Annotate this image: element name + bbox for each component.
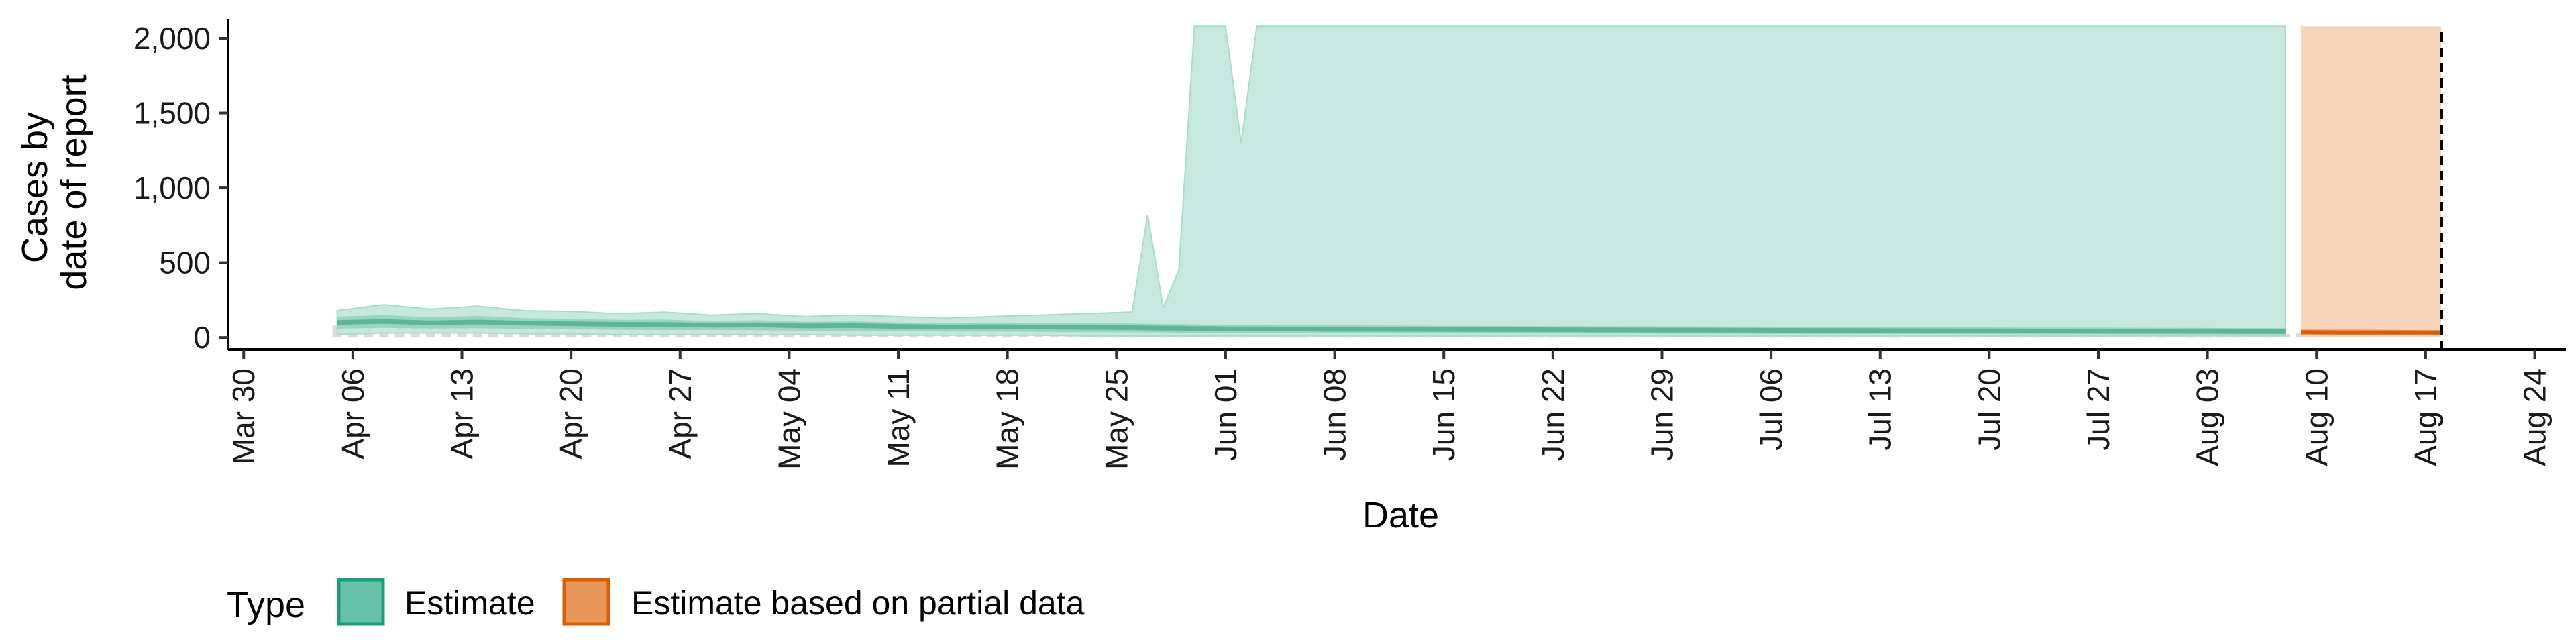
estimate-outer-band — [336, 25, 2286, 337]
x-tick-label: Apr 20 — [553, 368, 588, 460]
x-tick-label: Jun 29 — [1645, 368, 1680, 461]
x-tick-label: Jul 06 — [1754, 368, 1788, 451]
x-tick-label: May 25 — [1099, 368, 1134, 470]
x-tick-label: May 18 — [990, 368, 1025, 470]
partial-outer-band — [2301, 26, 2442, 337]
y-tick-label: 0 — [193, 320, 211, 355]
plot-area — [332, 25, 2443, 350]
y-axis-title-line-2: date of report — [54, 74, 94, 290]
y-axis-title-line-1: Cases by — [15, 112, 55, 263]
legend-label-partial: Estimate based on partial data — [631, 584, 1085, 622]
y-tick-label: 1,000 — [133, 170, 211, 205]
legend-title: Type — [227, 585, 305, 625]
legend: Type Estimate Estimate based on partial … — [227, 578, 1085, 626]
x-tick-label: Jul 20 — [1972, 368, 2006, 451]
x-tick-label: Jun 08 — [1318, 368, 1352, 461]
estimate-median-line — [337, 319, 2286, 334]
legend-key-partial — [562, 578, 610, 626]
partial-median-line — [2300, 330, 2442, 335]
x-tick-label: May 11 — [881, 368, 916, 467]
y-axis-title: Cases by date of report — [15, 74, 94, 290]
x-tick-label: Apr 13 — [445, 368, 480, 460]
x-tick-label: Jul 13 — [1863, 368, 1898, 451]
x-tick-label: Aug 17 — [2408, 368, 2443, 466]
y-tick-label: 2,000 — [133, 21, 211, 56]
x-tick-label: Aug 10 — [2299, 368, 2334, 466]
y-tick-label: 500 — [159, 246, 211, 280]
x-tick-label: Apr 27 — [663, 368, 698, 460]
legend-key-estimate — [337, 578, 385, 626]
x-tick-label: May 04 — [771, 368, 806, 470]
x-tick-label: Mar 30 — [226, 368, 261, 464]
y-axis: 0 500 1,000 1,500 2,000 — [133, 19, 229, 355]
x-tick-label: Aug 03 — [2190, 368, 2225, 466]
legend-label-estimate: Estimate — [405, 584, 535, 622]
x-axis: Mar 30 Apr 06 Apr 13 Apr 20 Apr 27 May 04 May … — [226, 348, 2566, 470]
y-tick-label: 1,500 — [133, 96, 211, 131]
x-tick-label: Jun 15 — [1426, 368, 1461, 461]
x-tick-label: Apr 06 — [335, 368, 370, 460]
x-tick-label: Jul 27 — [2081, 368, 2116, 451]
x-tick-label: Aug 24 — [2518, 368, 2553, 466]
x-tick-label: Jun 01 — [1208, 368, 1243, 461]
x-tick-label: Jun 22 — [1536, 368, 1570, 461]
x-axis-title: Date — [1362, 495, 1439, 535]
